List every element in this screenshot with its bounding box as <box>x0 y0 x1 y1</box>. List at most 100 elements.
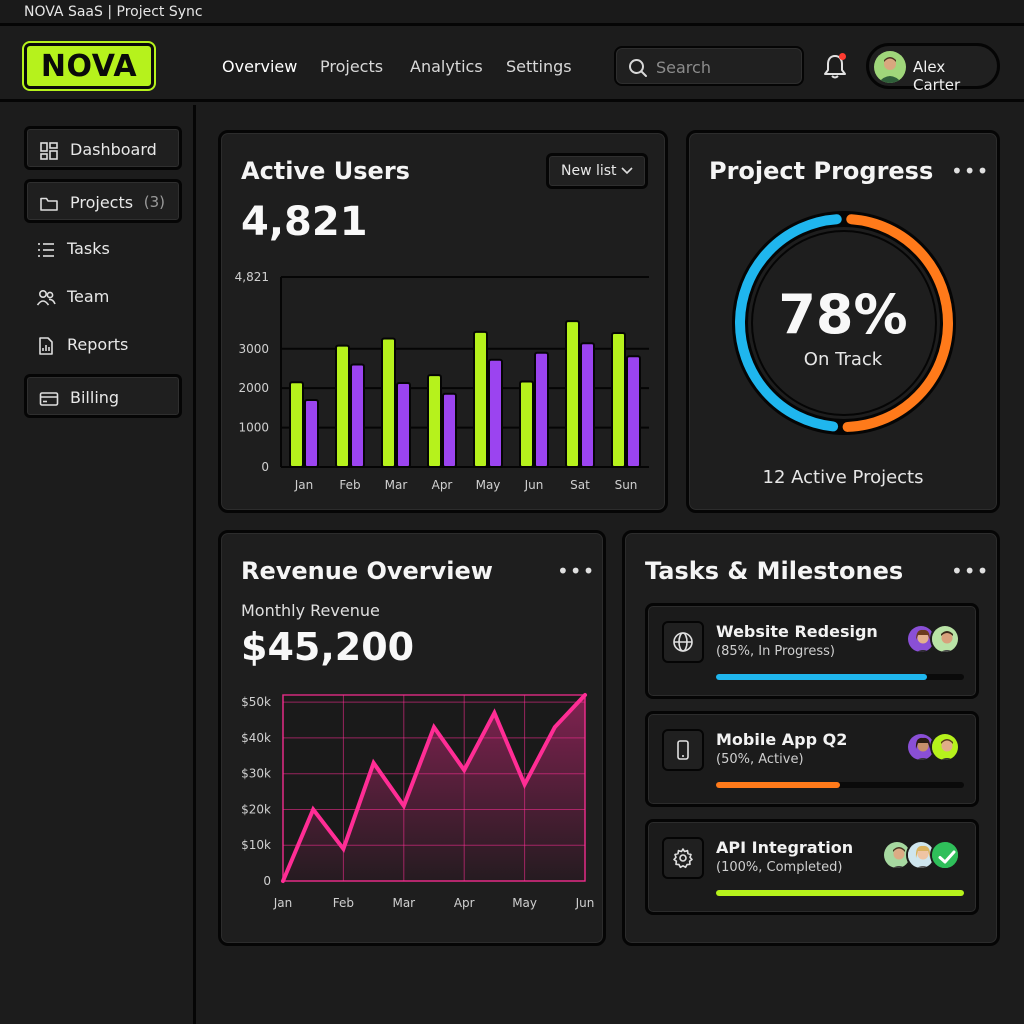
task-progress-fill <box>716 674 927 680</box>
list-icon <box>38 243 54 257</box>
bar <box>519 380 534 468</box>
revenue-title: Revenue Overview <box>241 557 493 585</box>
assignee-avatars <box>906 624 966 656</box>
y-tick-label: $50k <box>241 695 271 709</box>
y-tick-label: 2000 <box>238 381 269 395</box>
y-tick-label: 1000 <box>238 421 269 435</box>
logo-text: NOVA <box>40 48 138 84</box>
revenue-line-chart: 0 $10k $20k $30k $40k $50k Jan Feb Mar Apr May Jun <box>241 693 595 910</box>
x-tick-label: Feb <box>333 896 354 910</box>
x-tick-label: May <box>512 896 537 910</box>
phone-icon <box>662 729 704 771</box>
assignee-avatars <box>906 732 966 764</box>
task-name: Mobile App Q2 <box>716 730 848 749</box>
more-options-icon[interactable]: ••• <box>951 159 990 183</box>
x-tick-label: Sat <box>570 478 590 492</box>
progress-donut <box>732 211 956 435</box>
active-users-title: Active Users <box>241 157 410 185</box>
notification-button[interactable] <box>822 52 848 80</box>
task-website-redesign[interactable]: Website Redesign (85%, In Progress) <box>645 603 979 699</box>
avatar <box>930 732 960 762</box>
active-users-bar-chart: 0 1000 2000 3000 4,821 Jan Feb Mar Apr May Jun Sat S… <box>235 270 649 492</box>
y-tick-label: 0 <box>263 874 271 888</box>
task-mobile-app[interactable]: Mobile App Q2 (50%, Active) <box>645 711 979 807</box>
sidebar-item-label: Tasks <box>67 239 110 258</box>
more-options-icon[interactable]: ••• <box>557 559 596 583</box>
revenue-card: Revenue Overview ••• Monthly Revenue $45… <box>218 530 606 946</box>
x-tick-label: Apr <box>454 896 475 910</box>
active-users-value: 4,821 <box>241 199 368 245</box>
x-tick-label: Feb <box>339 478 360 492</box>
revenue-area <box>283 695 585 881</box>
x-tick-label: Apr <box>432 478 453 492</box>
top-header: NOVA Overview Projects Analytics Setting… <box>0 29 1024 102</box>
donut-inner-ring <box>751 230 937 416</box>
sidebar-item-billing[interactable]: Billing <box>24 374 182 418</box>
y-tick-label: 4,821 <box>235 270 269 284</box>
y-tick-label: $30k <box>241 767 271 781</box>
nav-settings[interactable]: Settings <box>506 57 572 76</box>
projects-count: (3) <box>143 193 165 211</box>
task-status: (100%, Completed) <box>716 860 843 875</box>
nav-overview[interactable]: Overview <box>222 57 298 76</box>
x-tick-label: Sun <box>615 478 638 492</box>
nav-analytics[interactable]: Analytics <box>410 57 483 76</box>
x-tick-label: Jun <box>575 896 595 910</box>
y-tick-label: $40k <box>241 731 271 745</box>
task-api-integration[interactable]: API Integration (100%, Completed) <box>645 819 979 915</box>
chevron-down-icon <box>621 167 633 175</box>
window-titlebar: NOVA SaaS | Project Sync <box>0 0 1024 26</box>
task-progress-fill <box>716 890 964 896</box>
tasks-card: Tasks & Milestones ••• Website Redesign … <box>622 530 1000 946</box>
y-tick-label: $20k <box>241 802 271 816</box>
x-tick-label: Jun <box>524 478 544 492</box>
sidebar-item-dashboard[interactable]: Dashboard <box>24 126 182 170</box>
sidebar-item-tasks[interactable]: Tasks <box>24 228 182 272</box>
tasks-title: Tasks & Milestones <box>645 557 904 585</box>
task-name: API Integration <box>716 838 854 857</box>
dropdown-value: New list <box>561 163 617 179</box>
bar <box>396 382 411 468</box>
nova-logo[interactable]: NOVA <box>24 43 154 89</box>
bar <box>611 332 626 469</box>
bar <box>534 351 549 468</box>
user-menu[interactable]: Alex Carter <box>866 43 1000 94</box>
revenue-subtitle: Monthly Revenue <box>241 601 380 620</box>
y-tick-label: $10k <box>241 838 271 852</box>
assignee-avatars <box>882 840 966 872</box>
bar <box>427 374 442 468</box>
search-input[interactable] <box>656 56 796 78</box>
more-options-icon[interactable]: ••• <box>951 559 990 583</box>
x-tick-label: Jan <box>273 896 293 910</box>
task-progress-bar <box>716 890 964 896</box>
sidebar-item-team[interactable]: Team <box>24 276 182 320</box>
progress-status: On Track <box>803 349 883 370</box>
revenue-line <box>281 693 587 883</box>
team-icon <box>36 289 56 306</box>
project-progress-card: Project Progress ••• 78% On Track 12 Act… <box>686 130 1000 513</box>
search-icon <box>629 59 647 77</box>
list-dropdown[interactable]: New list <box>546 153 648 189</box>
bar <box>350 363 365 468</box>
progress-percent: 78% <box>778 283 908 346</box>
avatar <box>906 732 936 762</box>
credit-card-icon <box>39 392 59 406</box>
sidebar-item-label: Dashboard <box>70 140 157 159</box>
active-projects-count: 12 Active Projects <box>762 467 924 488</box>
sidebar-item-label: Projects <box>70 193 134 212</box>
sidebar-item-projects[interactable]: Projects (3) <box>24 179 182 223</box>
sidebar-item-reports[interactable]: Reports <box>24 324 182 368</box>
search-box[interactable] <box>614 46 804 86</box>
sidebar-item-label: Team <box>67 287 110 306</box>
x-tick-label: May <box>476 478 501 492</box>
bar <box>304 399 319 468</box>
donut-segment <box>735 214 842 432</box>
bar <box>473 330 488 469</box>
nav-projects[interactable]: Projects <box>320 57 384 76</box>
active-users-card: Active Users New list 4,821 0 1000 2000 300… <box>218 130 668 513</box>
task-name: Website Redesign <box>716 622 878 641</box>
window-title: NOVA SaaS | Project Sync <box>24 4 203 20</box>
revenue-value: $45,200 <box>241 625 415 669</box>
y-tick-label: 0 <box>261 460 269 474</box>
avatar <box>930 624 960 654</box>
